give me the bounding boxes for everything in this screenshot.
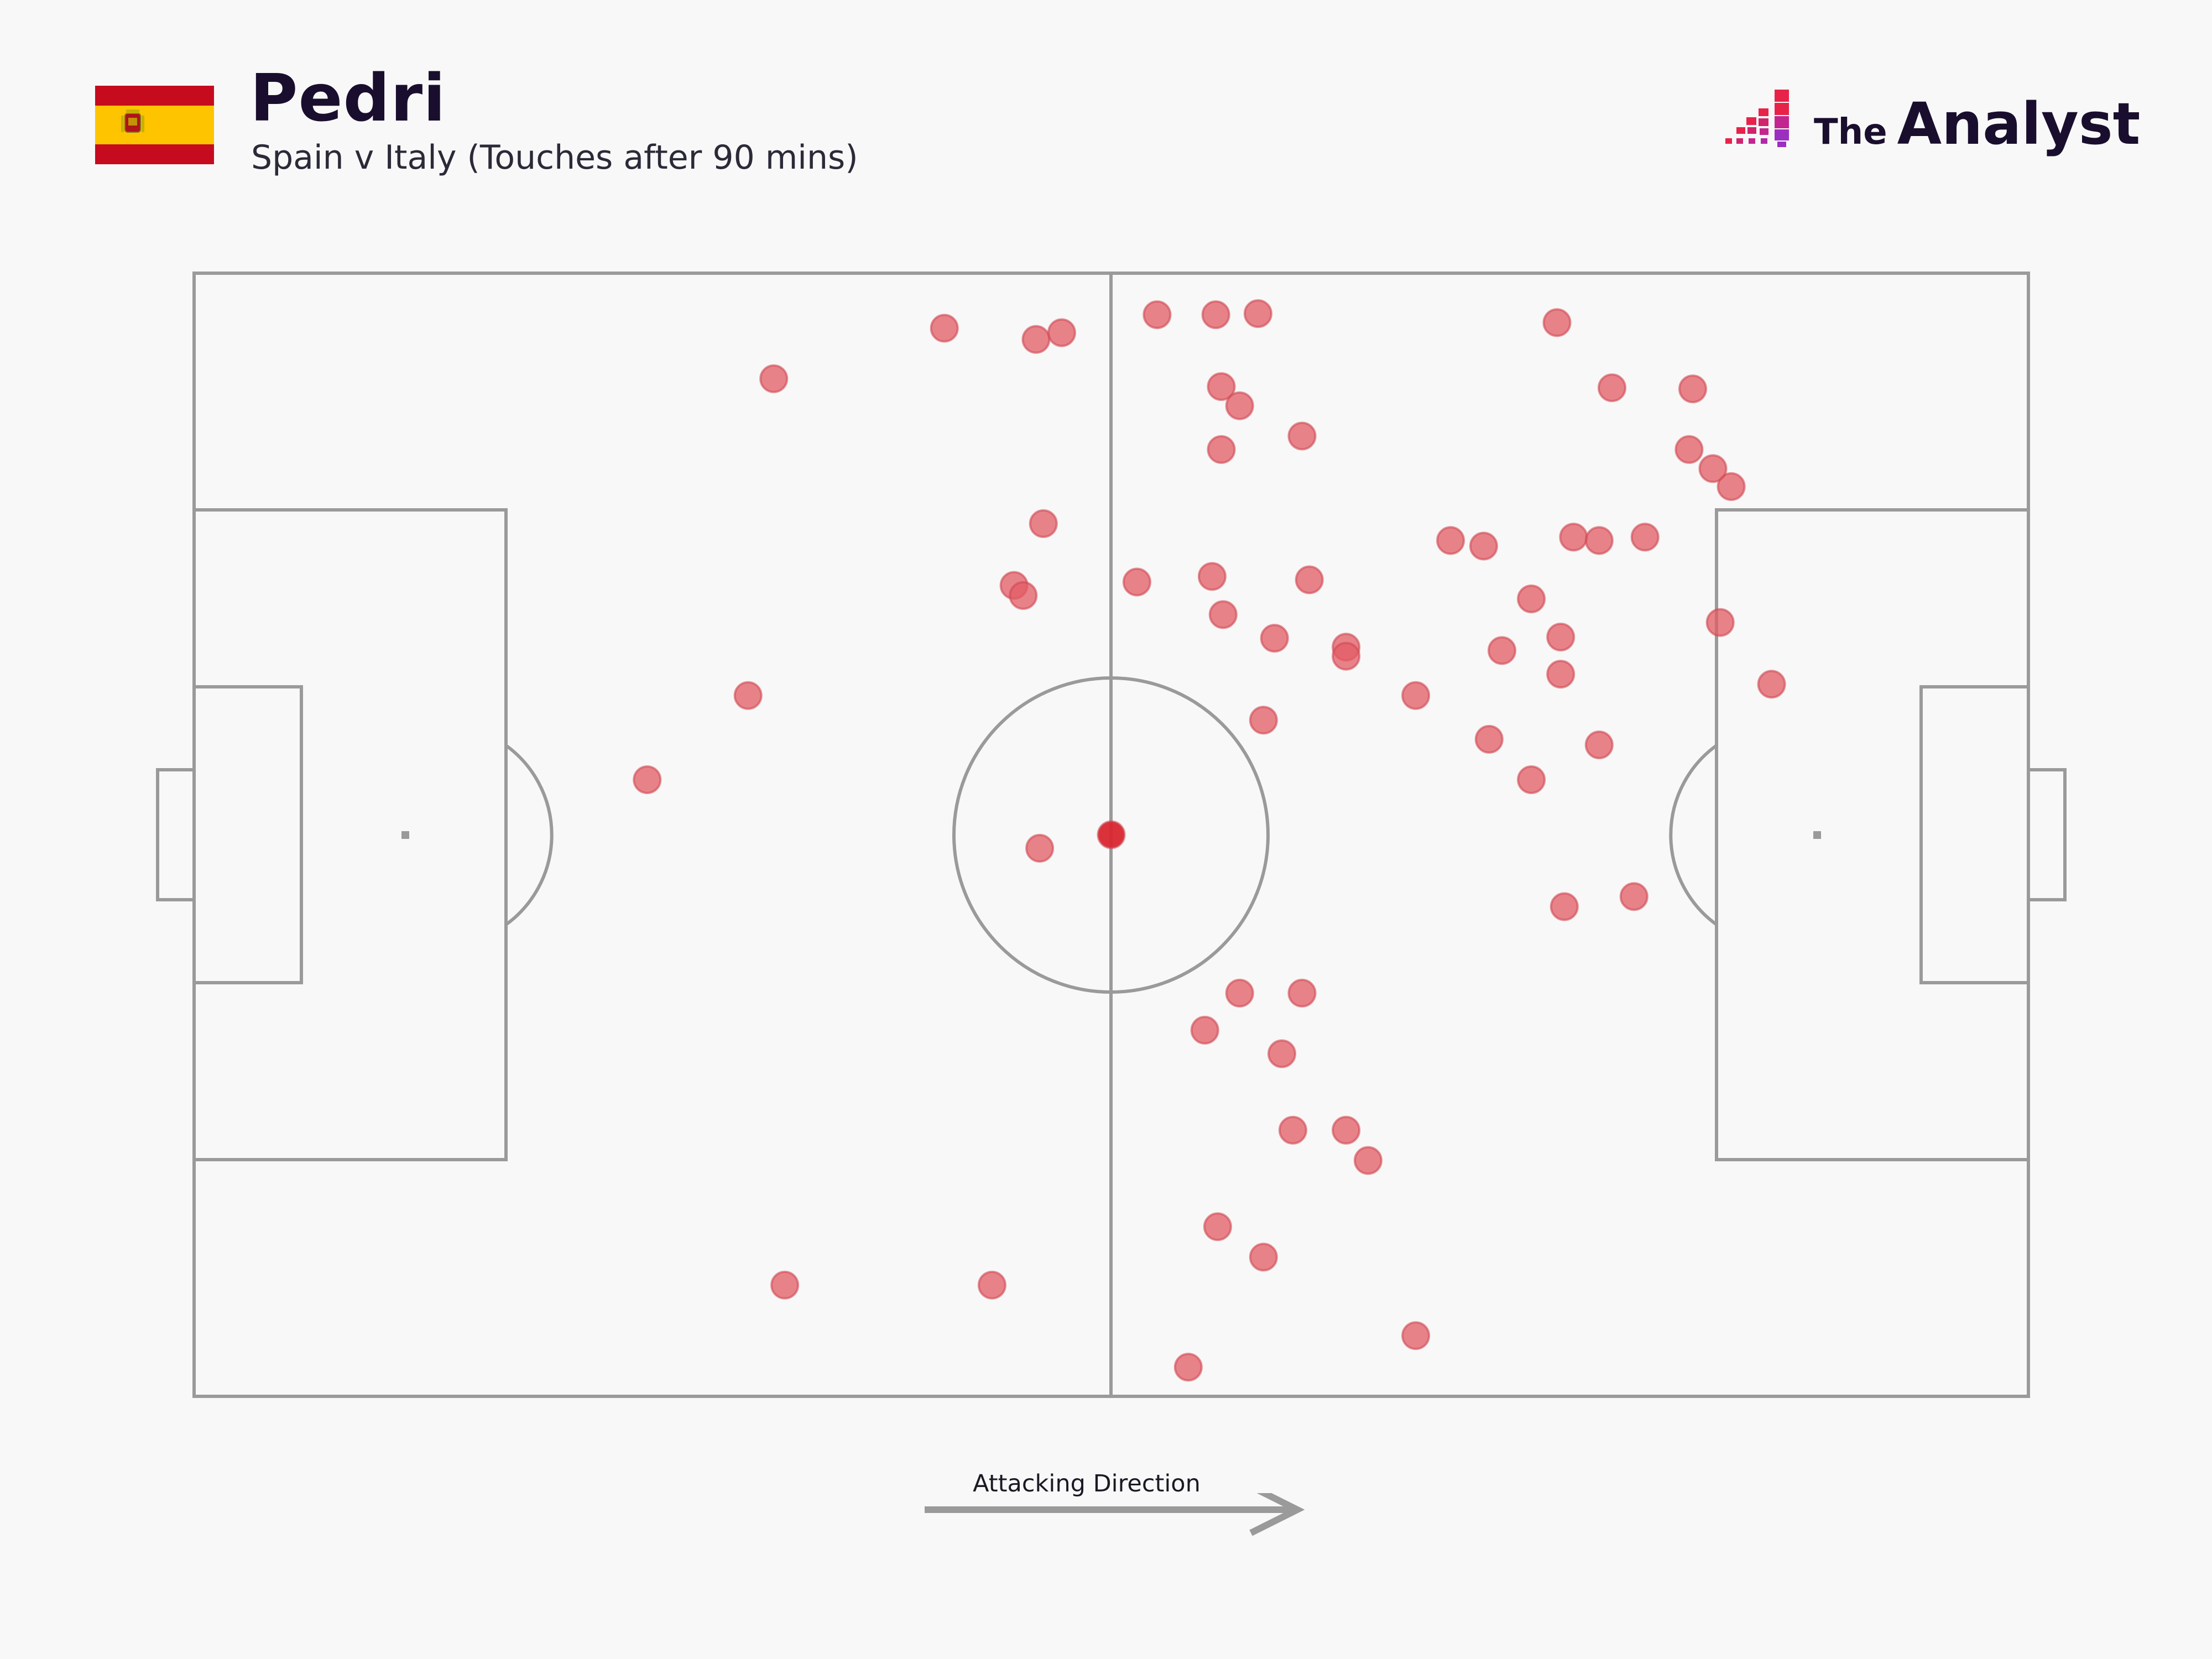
touch-point-38	[1757, 670, 1786, 699]
touch-point-36	[1546, 660, 1575, 689]
touch-point-42	[1474, 724, 1504, 754]
touch-point-8	[1542, 308, 1572, 337]
touch-point-28	[1584, 526, 1614, 555]
touch-point-17	[1698, 454, 1728, 483]
touch-point-10	[1225, 391, 1254, 420]
brand-the: The	[1814, 112, 1887, 153]
page-title: Pedri	[250, 60, 446, 136]
touch-point-21	[1122, 567, 1151, 597]
touch-point-46	[1025, 833, 1055, 863]
touch-point-11	[1207, 435, 1236, 464]
touch-point-29	[1630, 523, 1660, 552]
right-goal	[2027, 768, 2067, 901]
page-subtitle: Spain v Italy (Touches after 90 mins)	[251, 138, 858, 177]
brand-logo: The Analyst	[1720, 83, 2140, 166]
touch-point-52	[1190, 1015, 1219, 1045]
touch-point-45	[1517, 765, 1546, 794]
touch-point-55	[1332, 1115, 1361, 1145]
touch-point-20	[1009, 581, 1038, 610]
centre-circle	[952, 676, 1270, 994]
left-penalty-arc	[505, 744, 554, 926]
touch-point-60	[977, 1270, 1006, 1300]
touch-point-37	[1705, 608, 1735, 637]
right-penalty-area	[1715, 508, 2030, 1161]
touch-point-48	[1550, 892, 1579, 921]
left-penalty-spot	[401, 831, 409, 839]
touch-point-9	[1207, 372, 1236, 401]
touch-point-62	[1173, 1353, 1203, 1382]
touch-point-31	[1260, 624, 1289, 653]
touch-point-15	[1674, 435, 1704, 464]
left-six-yard-box	[192, 685, 303, 984]
touch-point-33	[1332, 641, 1361, 671]
touch-point-12	[1287, 421, 1317, 451]
coat-of-arms-icon	[121, 109, 144, 133]
touch-point-14	[1678, 374, 1707, 404]
touch-point-40	[1401, 681, 1431, 710]
touch-point-47	[1097, 820, 1126, 849]
pitch-markings	[156, 272, 2067, 1398]
touch-point-51	[1287, 978, 1317, 1008]
touch-point-16	[1717, 472, 1746, 501]
touch-point-25	[1436, 526, 1465, 555]
attacking-direction-label: Attacking Direction	[973, 1470, 1201, 1498]
touch-point-3	[1047, 318, 1076, 347]
arrow-right-icon	[925, 1493, 1305, 1536]
touch-point-57	[1203, 1212, 1232, 1241]
touch-point-2	[1021, 325, 1051, 354]
touch-point-26	[1469, 531, 1498, 561]
touch-point-59	[770, 1270, 800, 1300]
right-six-yard-box	[1919, 685, 2030, 984]
touch-point-5	[1142, 300, 1172, 330]
touch-point-58	[1249, 1243, 1278, 1272]
left-goal	[156, 768, 196, 901]
analyst-logo-icon	[1725, 90, 1789, 147]
touch-point-24	[1208, 600, 1238, 629]
touch-point-44	[633, 765, 662, 794]
left-penalty-area	[192, 508, 508, 1161]
brand-wordmark: The Analyst	[1814, 95, 2140, 153]
touch-point-22	[1197, 562, 1227, 591]
touch-point-43	[1584, 731, 1614, 759]
touch-point-56	[1353, 1146, 1383, 1175]
touch-point-54	[1278, 1115, 1307, 1145]
touch-point-7	[1243, 299, 1272, 328]
flag-yellow-band	[95, 106, 214, 144]
touch-point-13	[1598, 373, 1626, 403]
spain-flag-icon	[95, 86, 214, 164]
touch-point-41	[1249, 706, 1278, 735]
touch-point-18	[1029, 509, 1058, 538]
touch-point-53	[1267, 1039, 1296, 1068]
touch-point-35	[1546, 623, 1575, 651]
touch-point-61	[1401, 1321, 1431, 1350]
touch-point-6	[1201, 300, 1230, 330]
right-penalty-spot	[1813, 831, 1821, 839]
touch-point-49	[1619, 882, 1648, 911]
touch-point-27	[1559, 523, 1588, 552]
touch-point-39	[733, 681, 763, 710]
touch-point-34	[1488, 636, 1516, 665]
touch-point-23	[1295, 565, 1324, 594]
right-penalty-arc	[1669, 744, 1718, 926]
touch-point-1	[930, 314, 959, 343]
touch-markers	[633, 299, 1786, 1382]
touch-point-4	[759, 364, 789, 393]
touch-point-50	[1225, 978, 1254, 1008]
touch-point-30	[1517, 585, 1546, 613]
brand-name: Analyst	[1897, 90, 2141, 158]
